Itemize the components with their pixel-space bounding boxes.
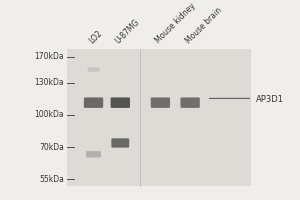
- Text: 130kDa: 130kDa: [34, 78, 64, 87]
- FancyBboxPatch shape: [151, 97, 170, 108]
- FancyBboxPatch shape: [67, 49, 251, 186]
- Text: Mouse kidney: Mouse kidney: [154, 2, 198, 45]
- Text: LO2: LO2: [87, 29, 104, 45]
- Text: 100kDa: 100kDa: [34, 110, 64, 119]
- Text: AP3D1: AP3D1: [256, 95, 284, 104]
- FancyBboxPatch shape: [111, 138, 129, 148]
- FancyBboxPatch shape: [88, 67, 100, 72]
- Text: 170kDa: 170kDa: [34, 52, 64, 61]
- Text: 55kDa: 55kDa: [39, 175, 64, 184]
- FancyBboxPatch shape: [86, 151, 101, 157]
- FancyBboxPatch shape: [84, 97, 103, 108]
- Text: Mouse brain: Mouse brain: [184, 6, 224, 45]
- FancyBboxPatch shape: [111, 97, 130, 108]
- Text: 70kDa: 70kDa: [39, 143, 64, 152]
- FancyBboxPatch shape: [181, 97, 200, 108]
- Text: U-87MG: U-87MG: [114, 18, 142, 45]
